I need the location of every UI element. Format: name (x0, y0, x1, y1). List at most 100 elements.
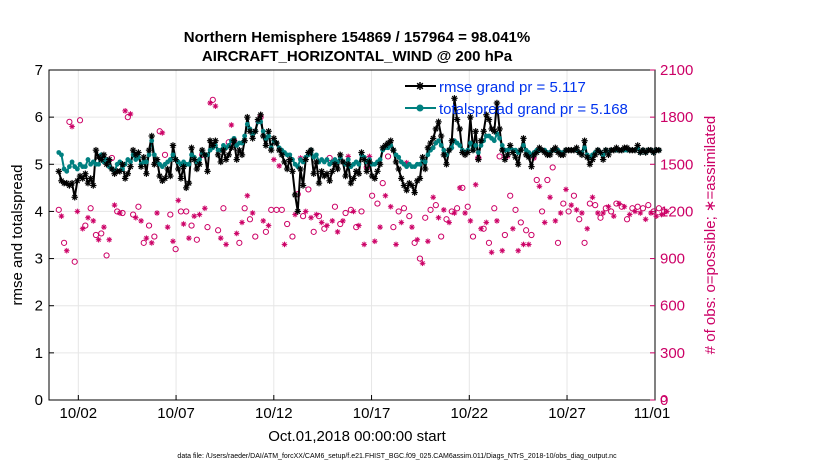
obs-assimilated-point-stroke (308, 215, 314, 221)
rmse-point-stroke (454, 116, 460, 123)
rmse-point (424, 144, 432, 151)
obs-possible-point (639, 205, 647, 212)
rmse-point-stroke (178, 175, 184, 182)
rmse-point (395, 165, 402, 173)
rmse-point (331, 161, 339, 168)
obs-assimilated-point-stroke (133, 215, 139, 221)
rmse-point (326, 177, 333, 184)
obs-assimilated-point-stroke (175, 198, 181, 203)
rmse-point-stroke (210, 142, 216, 149)
rmse-point-stroke (427, 140, 434, 146)
rmse-point (387, 137, 394, 144)
rmse-point-stroke (85, 180, 91, 186)
rmse-point-stroke (435, 119, 442, 125)
totalspread-point (475, 150, 481, 155)
obs-assimilated-point-stroke (499, 248, 505, 254)
rmse-point-stroke (162, 175, 168, 182)
rmse-point-stroke (656, 147, 662, 153)
obs-assimilated-point (430, 194, 436, 201)
rmse-point (586, 161, 594, 168)
rmse-point-stroke (443, 161, 450, 167)
obs-assimilated-point (605, 203, 612, 210)
totalspread-point (457, 143, 463, 148)
rmse-point-stroke (263, 142, 269, 149)
rmse-point (241, 137, 248, 144)
rmse-point (437, 132, 445, 140)
totalspread-point (144, 159, 149, 165)
obs-assimilated-point-stroke (579, 210, 585, 216)
obs-assimilated-point (175, 197, 182, 204)
rmse-point (278, 151, 286, 159)
obs-assimilated-point (95, 236, 102, 243)
totalspread-point (582, 145, 587, 151)
obs-possible-point (183, 208, 190, 215)
rmse-point-stroke (539, 147, 545, 153)
obs-assimilated-point (637, 210, 644, 216)
rmse-point-stroke (595, 147, 601, 153)
obs-assimilated-point-stroke (90, 218, 96, 224)
rmse-point-stroke (297, 166, 304, 172)
rmse-point-stroke (276, 147, 282, 153)
rmse-point-stroke (388, 138, 394, 144)
obs-assimilated-point (340, 218, 346, 224)
obs-assimilated-point-stroke (229, 122, 234, 128)
rmse-point-stroke (87, 175, 94, 182)
obs-possible-point (581, 239, 588, 246)
rmse-point (222, 156, 230, 163)
obs-assimilated-point-stroke (632, 209, 638, 214)
obs-assimilated-point-stroke (595, 210, 601, 216)
rmse-point-stroke (613, 145, 620, 151)
rmse-point-stroke (316, 180, 322, 186)
obs-assimilated-point-stroke (59, 213, 64, 219)
obs-assimilated-point (350, 208, 357, 215)
obs-possible-point (374, 200, 381, 207)
obs-assimilated-point-stroke (260, 218, 266, 224)
obs-possible-point (71, 258, 78, 265)
rmse-point (403, 187, 410, 194)
obs-assimilated-point-stroke (526, 242, 532, 247)
rmse-point (116, 168, 124, 175)
totalspread-point (324, 157, 330, 162)
rmse-point (183, 184, 190, 192)
rmse-point (87, 175, 94, 182)
totalspread-point (266, 133, 271, 139)
rmse-point (140, 154, 147, 161)
totalspread-point (377, 157, 383, 162)
right-tick-label: 1500 (660, 156, 693, 173)
right-tick-label: 1200 (660, 203, 693, 220)
rmse-point (151, 161, 158, 168)
rmse-point (209, 142, 216, 149)
obs-possible-point (438, 233, 445, 240)
rmse-point (347, 179, 355, 187)
obs-assimilated-point-stroke (223, 242, 229, 247)
rmse-point (204, 168, 211, 175)
rmse-point-stroke (103, 161, 110, 167)
rmse-point (376, 161, 384, 168)
rmse-point (467, 113, 474, 121)
rmse-point-stroke (265, 128, 272, 134)
grid (49, 70, 655, 400)
totalspread-point (96, 161, 102, 167)
rmse-point-stroke (273, 140, 280, 146)
obs-possible-point (151, 233, 158, 240)
rmse-point-stroke (523, 152, 529, 158)
obs-assimilated-point (377, 224, 383, 230)
rmse-point (55, 168, 62, 175)
legend-rmse-star (416, 82, 424, 90)
obs-possible-point (209, 96, 216, 103)
rmse-point-stroke (271, 135, 277, 142)
rmse-point-stroke (518, 147, 524, 153)
rmse-point-stroke (605, 152, 612, 158)
obs-possible-point (246, 216, 254, 223)
obs-assimilated-point-stroke (542, 220, 548, 225)
obs-assimilated-point-stroke (643, 216, 648, 222)
obs-assimilated-point (478, 225, 484, 232)
x-tick-label: 10/17 (353, 405, 391, 422)
rmse-point-stroke (204, 168, 211, 175)
rmse-point-stroke (183, 185, 189, 191)
rmse-point-stroke (196, 161, 203, 167)
totalspread-point (438, 143, 444, 148)
obs-possible-point (390, 224, 397, 231)
